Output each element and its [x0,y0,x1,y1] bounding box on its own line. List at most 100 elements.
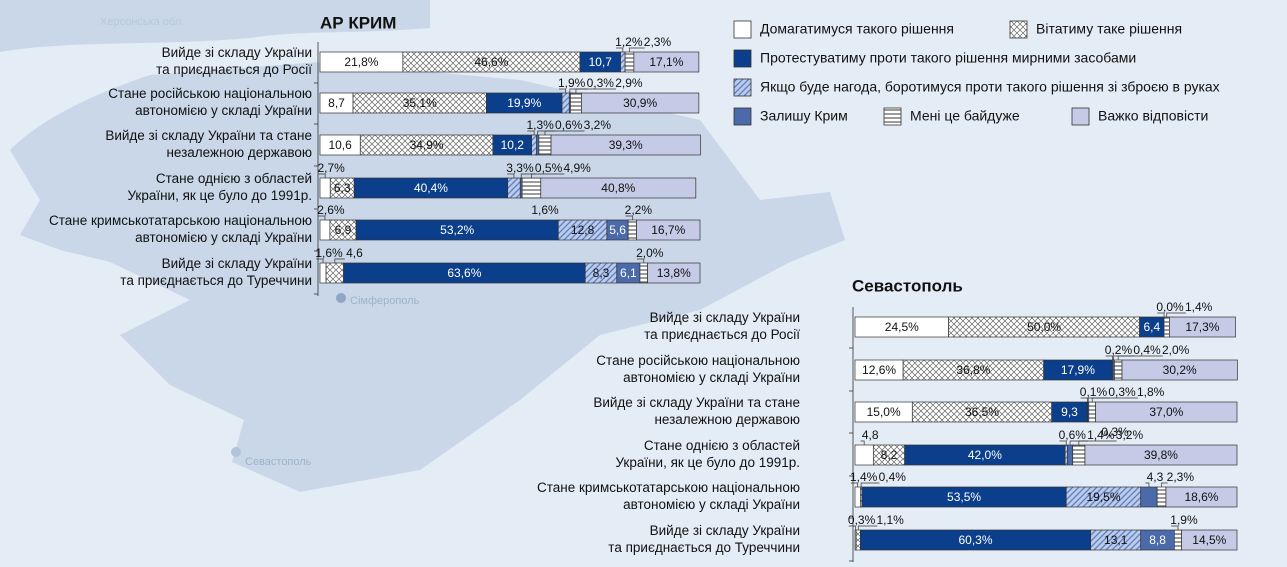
value-label: 0,4% [879,470,907,484]
category-label: Стане кримськотатарською національною авт… [49,213,312,245]
bar-segment [1140,486,1158,508]
value-label: 24,5% [885,320,919,334]
value-label: 0,6% [555,118,583,132]
callout-line [507,173,515,178]
value-label: 3,2% [584,118,612,132]
value-label: 16,7% [651,223,685,237]
value-label: 2,2% [625,203,653,217]
category-label: Стане російською національною автономією … [596,353,800,385]
bar-segment [633,51,700,73]
category-label: Вийде зі складу України та стане незалежн… [593,395,800,427]
bar-segment [639,262,648,284]
value-label: 17,1% [649,55,683,69]
callout-line [544,130,585,135]
bar-segment [531,134,537,156]
value-label: 0,2% [1105,343,1133,357]
value-label: 10,2 [501,138,525,152]
legend-swatch [883,107,902,126]
value-label: 17,9% [1061,363,1095,377]
value-label: 6,1 [620,266,637,280]
category-label: Стане однією з областей України, як це бу… [615,438,800,470]
bar-segment [1163,316,1170,338]
value-label: 1,6% [315,246,343,260]
callout-line [318,173,326,178]
value-label: 40,8% [601,181,635,195]
value-label: 10,6 [328,138,352,152]
bar-segment [627,219,637,241]
value-label: 39,3% [609,138,643,152]
callout-line [520,173,536,178]
value-label: 2,0% [1162,343,1190,357]
map-label: Херсонська обл. [100,16,184,28]
value-label: 13,1 [1104,533,1128,547]
bar-segment [854,444,874,466]
callout-line [531,173,565,178]
bar-segment [1181,529,1238,551]
legend-label: Домагатимуся такого рішення [760,21,954,37]
bar-segment [570,92,582,114]
city-dot [336,293,346,303]
value-label: 5,6 [609,223,626,237]
value-label: 8,3 [593,266,610,280]
value-label: 13,8% [657,266,691,280]
bar-segment [507,177,521,199]
category-label: Стане кримськотатарською національною авт… [537,480,800,512]
callout-line [860,482,880,487]
value-label: 8,7 [328,96,345,110]
value-label: 3,2% [1116,428,1144,442]
callout-line [1145,482,1150,487]
value-label: 19,9% [507,96,541,110]
value-label: 4,9% [564,161,592,175]
callout-line [1059,440,1067,445]
bar-segment [319,262,327,284]
callout-line [1171,525,1179,530]
value-label: 0,3% [1108,385,1136,399]
callout-line [1091,397,1138,402]
value-label: 3,3% [506,161,534,175]
value-label: 1,9% [558,76,586,90]
value-label: 2,3% [1167,470,1195,484]
value-label: 8,8 [1149,533,1166,547]
category-label: Стане однією з областей України, як це бу… [127,171,312,203]
value-label: 60,3% [959,533,993,547]
value-label: 1,4% [1087,428,1115,442]
value-label: 2,0% [636,246,664,260]
value-label: 1,2% [615,35,643,49]
legend-label: Мені це байдуже [910,108,1020,124]
callout-line [1161,482,1168,487]
bar-segment [319,219,331,241]
callout-line [316,258,324,263]
value-label: 50,0% [1027,320,1061,334]
bar-segment [1174,529,1182,551]
value-label: 9,3 [1061,405,1078,419]
value-label: 10,7 [589,55,613,69]
value-label: 63,6% [447,266,481,280]
value-label: 0,3% [587,76,615,90]
value-label: 1,9% [1170,513,1198,527]
bar-segment [1095,401,1238,423]
bar-segment [1114,359,1123,381]
mainland [0,0,430,52]
value-label: 1,4% [850,470,878,484]
annotation: 1,6% [531,203,559,217]
callout-line [850,482,859,487]
callout-line [1157,312,1165,317]
bar-segment [620,51,626,73]
value-label: 0,6% [1059,428,1087,442]
bar-segment [550,134,701,156]
value-label: 2,7% [317,161,345,175]
value-label: 18,6% [1184,490,1218,504]
bar-segment [1121,359,1238,381]
callout-line [625,215,633,220]
callout-line [1105,355,1113,360]
value-label: 1,8% [1137,385,1165,399]
callout-line [848,525,856,530]
category-label: Вийде зі складу України та приєднається д… [644,310,800,342]
value-label: 53,5% [947,490,981,504]
legend-label: Залишу Крим [760,108,848,124]
callout-line [575,88,617,93]
bar-segment [855,529,861,551]
legend-label: Якщо буде нагода, боротимуся проти таког… [760,79,1220,95]
value-label: 8,2 [881,448,898,462]
